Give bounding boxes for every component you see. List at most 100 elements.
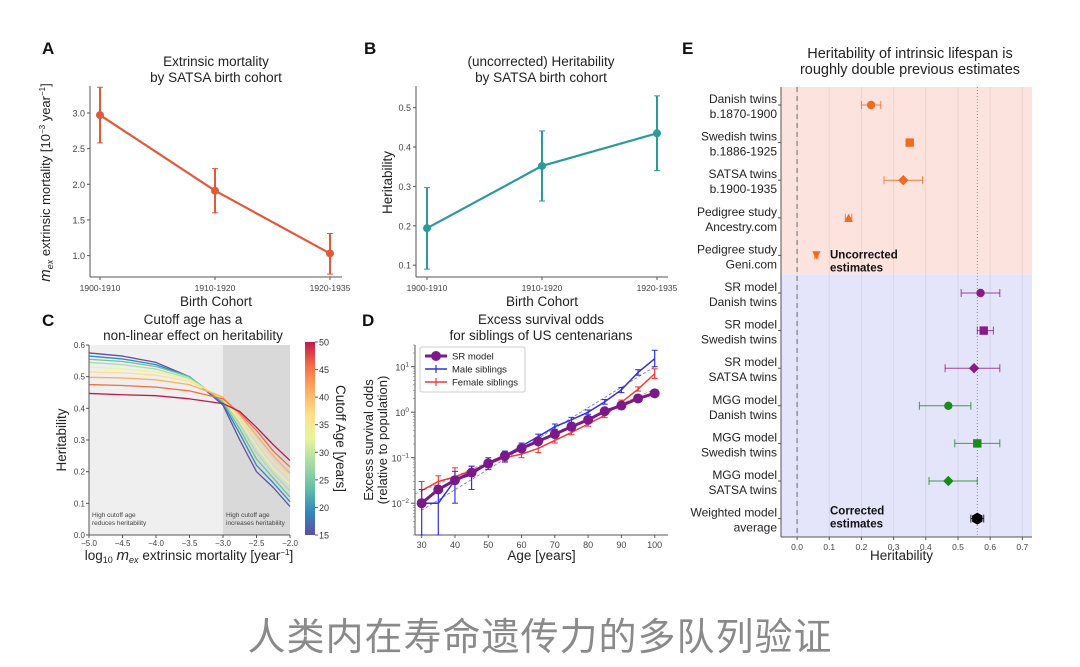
circle-marker — [944, 401, 953, 410]
region-label: High cutoff age — [92, 512, 136, 519]
x-axis-label: Age [years] — [507, 548, 575, 563]
colorbar — [305, 342, 315, 535]
y-axis-label: mex extrinsic mortality [10−3 year−1] — [37, 83, 55, 282]
y-tick-label: 0.4 — [74, 404, 86, 413]
cutoff-curve — [88, 358, 291, 498]
y-label-part: year — [38, 95, 53, 125]
x-tick-label: 1920-1935 — [637, 283, 678, 293]
y-tick-label: 2.5 — [72, 144, 85, 154]
chart-title-line: Excess survival odds — [478, 312, 604, 327]
sr-model-point — [483, 458, 494, 469]
x-tick-label: 0.7 — [1016, 542, 1028, 552]
x-tick-label: −4.5 — [115, 539, 131, 548]
data-point — [326, 249, 334, 258]
row-label: Swedish twins — [701, 130, 777, 144]
x-tick-label: −4.0 — [148, 539, 164, 548]
y-axis-label: Heritability — [54, 408, 69, 471]
x-tick-label: 1900-1910 — [407, 283, 448, 293]
x-tick-label: −5.0 — [81, 539, 97, 548]
figure: Extrinsic mortality by SATSA birth cohort… — [37, 39, 1032, 565]
cutoff-curve — [88, 361, 291, 492]
region-label: increases heritability — [226, 520, 286, 527]
x-label-part: ex — [129, 555, 139, 565]
y-tick-label: 0.2 — [74, 468, 86, 477]
row-label: SR model — [724, 355, 777, 369]
y-tick-label: 3.0 — [72, 108, 85, 118]
sr-model-point — [499, 450, 510, 461]
colorbar-tick-label: 25 — [319, 475, 329, 485]
row-label: Swedish twins — [701, 445, 777, 459]
chart-title-line: by SATSA birth cohort — [475, 70, 607, 85]
row-label: b.1886-1925 — [710, 145, 778, 159]
data-point — [423, 224, 431, 233]
y-tick-label: 0.6 — [74, 341, 86, 350]
row-label: Pedigree study — [697, 242, 777, 256]
x-tick-label: 1910-1920 — [195, 283, 236, 293]
y-tick-label: 0.1 — [398, 261, 411, 271]
sr-model-point — [449, 475, 460, 486]
sr-model-point — [466, 467, 477, 478]
x-label-part: 10 — [103, 555, 113, 565]
cutoff-curve — [88, 383, 291, 468]
row-label: Danish twins — [709, 92, 777, 106]
tick-base: 10 — [395, 363, 405, 373]
x-tick-label: 60 — [517, 540, 527, 550]
colorbar-tick-label: 45 — [319, 365, 329, 375]
row-label: Danish twins — [709, 408, 777, 422]
y-label-part: ] — [38, 83, 53, 87]
row-label: SR model — [724, 318, 777, 332]
row-label: average — [734, 521, 778, 535]
row-label: Geni.com — [726, 257, 777, 271]
y-tick-label: 0.3 — [398, 182, 411, 192]
panel-label-b: B — [364, 39, 376, 58]
data-point — [96, 111, 104, 120]
y-tick-label: 1.0 — [72, 251, 85, 261]
y-tick-label: 10−2 — [392, 498, 410, 509]
x-label-part: extrinsic mortality [year — [139, 548, 281, 563]
legend: SR model Male siblings Female siblings — [419, 346, 526, 393]
x-axis-label: Birth Cohort — [506, 294, 578, 309]
x-tick-label: 100 — [647, 540, 662, 550]
x-tick-label: 0.5 — [952, 542, 964, 552]
tick-base: 10 — [392, 499, 402, 509]
colorbar-tick-label: 40 — [319, 393, 329, 403]
y-tick-label: 0.4 — [398, 143, 411, 153]
x-tick-label: −2.5 — [249, 539, 265, 548]
colorbar-tick-label: 20 — [319, 503, 329, 513]
legend-marker — [431, 351, 441, 361]
region-label: reduces heritability — [92, 520, 147, 527]
y-axis-label: Excess survival odds — [361, 379, 376, 501]
y-tick-label: 101 — [395, 362, 409, 373]
region-0 — [89, 345, 223, 535]
y-tick-label: 0.2 — [398, 221, 411, 231]
sr-model-point — [433, 484, 444, 495]
row-label: SATSA twins — [709, 483, 777, 497]
row-label: Pedigree study — [697, 205, 777, 219]
tick-base: 10 — [392, 454, 402, 464]
x-tick-label: −3.0 — [215, 539, 231, 548]
x-tick-label: 0.3 — [888, 542, 900, 552]
diamond-marker — [943, 475, 954, 487]
sr-model-point — [616, 400, 627, 411]
colorbar-tick-label: 15 — [319, 531, 329, 541]
x-axis-label: Birth Cohort — [180, 294, 252, 309]
group-label-uncorrected: Uncorrected — [830, 249, 898, 261]
colorbar-tick-label: 35 — [319, 420, 329, 430]
chart-title-line: Extrinsic mortality — [163, 54, 269, 69]
chart-title-line: Cutoff age has a — [144, 312, 243, 327]
tick-exp: −1 — [402, 453, 410, 460]
sr-model-point — [566, 421, 577, 432]
sr-model-point — [549, 429, 560, 440]
tick-exp: 1 — [405, 362, 409, 369]
y-axis-label: (relative to population) — [375, 376, 390, 505]
row-label: Danish twins — [709, 295, 777, 309]
row-label: Ancestry.com — [705, 220, 777, 234]
panel-label-d: D — [362, 311, 374, 330]
sr-model-point — [599, 406, 610, 417]
x-tick-label: −2.0 — [282, 539, 298, 548]
row-label: SATSA twins — [709, 370, 777, 384]
x-tick-label: 40 — [450, 540, 460, 550]
x-tick-label: 1900-1910 — [80, 283, 121, 293]
x-tick-label: 50 — [483, 540, 493, 550]
